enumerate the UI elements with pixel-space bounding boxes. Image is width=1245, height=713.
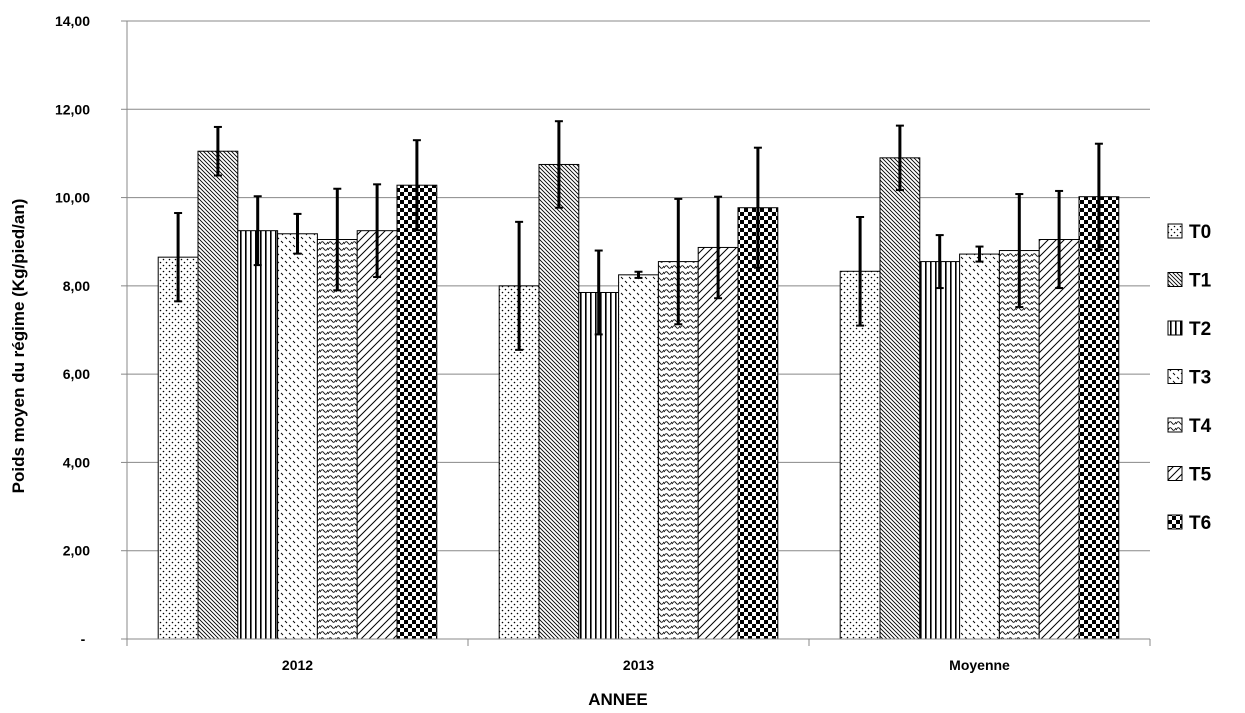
legend-label-T0: T0 (1189, 222, 1211, 243)
bar-T5-2013 (697, 246, 739, 640)
bar-T6-2012 (396, 184, 438, 640)
bar-T1-Moyenne (879, 157, 921, 640)
bar-T3-Moyenne (959, 253, 1000, 640)
bar-T3-2012 (277, 233, 318, 640)
legend-label-T1: T1 (1189, 271, 1212, 292)
bar-T6-2013 (737, 207, 779, 640)
legend-swatch-T6 (1167, 514, 1183, 530)
x-axis: 2012 2013 Moyenne (126, 638, 1151, 673)
y-tick-label-5: 10,00 (55, 190, 90, 206)
bar-T0-Moyenne (839, 270, 881, 640)
legend-swatch-T4 (1167, 417, 1183, 433)
y-tick-label-4: 8,00 (63, 278, 90, 294)
legend-swatch-T0 (1167, 223, 1183, 239)
x-tick-label-0: 2012 (282, 657, 313, 673)
legend-swatch-T1 (1167, 272, 1183, 287)
x-tick-label-2: Moyenne (949, 657, 1010, 673)
y-axis-ticks: - 2,00 4,00 6,00 8,00 10,00 12,00 14,00 (55, 13, 128, 647)
legend-label-T2: T2 (1189, 319, 1211, 340)
bar-T1-2012 (197, 150, 239, 640)
bars (157, 150, 1120, 640)
x-axis-title: ANNEE (588, 690, 648, 709)
bar-T2-2012 (237, 230, 279, 640)
legend-label-T3: T3 (1189, 368, 1211, 389)
bar-T6-Moyenne (1078, 196, 1120, 640)
bar-T1-2013 (538, 163, 580, 640)
y-tick-label-2: 4,00 (63, 454, 90, 470)
x-tick-label-1: 2013 (623, 657, 654, 673)
y-tick-label-6: 12,00 (55, 101, 90, 117)
legend-label-T4: T4 (1189, 416, 1212, 437)
bar-T0-2012 (157, 256, 199, 640)
legend-swatch-T2 (1167, 320, 1183, 336)
y-tick-label-7: 14,00 (55, 13, 90, 29)
bar-T5-2012 (356, 230, 398, 640)
bar-T4-Moyenne (998, 250, 1040, 640)
y-tick-label-1: 2,00 (63, 543, 90, 559)
y-tick-label-3: 6,00 (63, 366, 90, 382)
bar-T4-2012 (316, 239, 358, 640)
legend-label-T6: T6 (1189, 513, 1211, 534)
bar-T5-Moyenne (1038, 239, 1080, 640)
y-tick-label-0: - (81, 631, 86, 647)
bar-T2-2013 (578, 291, 620, 640)
legend-swatch-T3 (1167, 369, 1183, 384)
bar-T2-Moyenne (919, 261, 961, 640)
legend: T0 T1 T2 T3 T4 T5 T6 (1167, 222, 1212, 534)
legend-swatch-T5 (1167, 466, 1183, 481)
legend-label-T5: T5 (1189, 465, 1212, 486)
bar-T3-2013 (618, 274, 659, 640)
error-bars (174, 120, 1103, 351)
y-axis-title: Poids moyen du régime (Kg/pied/an) (9, 199, 28, 494)
